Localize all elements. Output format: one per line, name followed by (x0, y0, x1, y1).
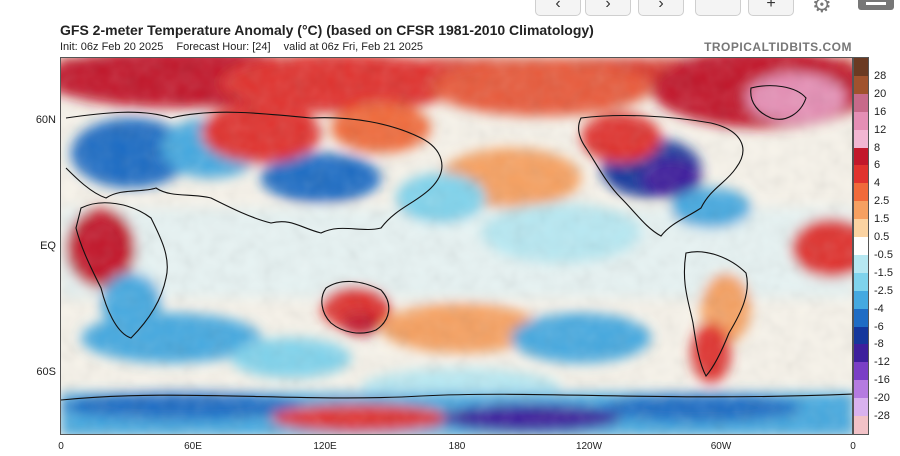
colorbar-segment (854, 254, 868, 274)
colorbar-segment (854, 165, 868, 184)
colorbar-segment (854, 147, 868, 166)
gear-icon[interactable]: ⚙ (812, 0, 832, 17)
chart-title: GFS 2-meter Temperature Anomaly (°C) (ba… (60, 22, 594, 38)
chart-subtitle: Init: 06z Feb 20 2025 Forecast Hour: [24… (60, 41, 433, 53)
colorbar-tick-label: 0.5 (874, 231, 890, 244)
colorbar-tick-label: 28 (874, 69, 887, 82)
brand-logo-text: TROPICALTIDBITS.COM (704, 40, 852, 54)
colorbar-segment (854, 201, 868, 220)
colorbar-tick-label: 20 (874, 87, 887, 100)
colorbar-tick-label: -2.5 (874, 284, 893, 297)
colorbar-tick-label: -8 (874, 338, 884, 351)
button-4[interactable] (695, 0, 741, 16)
colorbar-segment (854, 183, 868, 202)
next-frame-button[interactable]: › (638, 0, 684, 16)
colorbar-segment (854, 129, 868, 148)
colorbar-segment (854, 398, 868, 417)
colorbar-segment (854, 362, 868, 381)
colorbar-tick-label: -4 (874, 302, 884, 315)
lon-label-60e: 60E (184, 441, 202, 452)
lon-label-120e: 120E (313, 441, 337, 452)
colorbar-segment (854, 308, 868, 328)
colorbar-segment (854, 58, 868, 77)
colorbar-segment (854, 290, 868, 310)
colorbar-tick-label: -16 (874, 374, 890, 387)
colorbar-tick-label: -6 (874, 320, 884, 333)
colorbar-segment (854, 326, 868, 345)
colorbar-segment (854, 111, 868, 131)
menu-icon[interactable] (858, 0, 894, 10)
colorbar-segment (854, 344, 868, 363)
first-frame-button[interactable]: ‹ (535, 0, 581, 16)
forecast-hour: Forecast Hour: [24] (176, 41, 271, 53)
colorbar-tick-label: 6 (874, 159, 881, 172)
colorbar-segment (854, 380, 868, 399)
colorbar-tick-label: 12 (874, 123, 887, 136)
colorbar-tick-label: 16 (874, 105, 887, 118)
colorbar-tick-label: 4 (874, 177, 881, 190)
first-frame-button-glyph: ‹ (555, 0, 561, 12)
colorbar-segment (854, 272, 868, 292)
valid-time: valid at 06z Fri, Feb 21 2025 (283, 41, 424, 53)
colorbar (853, 57, 869, 435)
lat-label-60n: 60N (35, 114, 56, 126)
colorbar-tick-label: 2.5 (874, 195, 890, 208)
lon-label-0-right: 0 (850, 441, 856, 452)
button-5-glyph: + (766, 0, 776, 12)
play-button-glyph: › (605, 0, 611, 12)
lon-label-60w: 60W (710, 441, 732, 452)
next-frame-button-glyph: › (658, 0, 664, 12)
colorbar-tick-label: -12 (874, 356, 890, 369)
map-svg (61, 58, 852, 434)
lon-label-0-left: 0 (58, 441, 64, 452)
colorbar-tick-label: -0.5 (874, 248, 893, 261)
colorbar-tick-label: 8 (874, 141, 881, 154)
colorbar-tick-label: -20 (874, 392, 890, 405)
colorbar-segment (854, 416, 868, 435)
lat-label-60s: 60S (36, 366, 56, 378)
colorbar-tick-label: -1.5 (874, 266, 893, 279)
colorbar-tick-label: -28 (874, 410, 890, 423)
colorbar-segment (854, 219, 868, 238)
play-button[interactable]: › (585, 0, 631, 16)
lon-label-120w: 120W (575, 441, 603, 452)
colorbar-segment (854, 93, 868, 113)
button-5[interactable]: + (748, 0, 794, 16)
temperature-anomaly-map[interactable] (60, 57, 853, 435)
init-time: Init: 06z Feb 20 2025 (60, 41, 164, 53)
colorbar-segment (854, 75, 868, 95)
lat-label-eq: EQ (40, 240, 56, 252)
colorbar-segment (854, 237, 868, 256)
lon-label-180: 180 (448, 441, 466, 452)
colorbar-tick-label: 1.5 (874, 213, 890, 226)
